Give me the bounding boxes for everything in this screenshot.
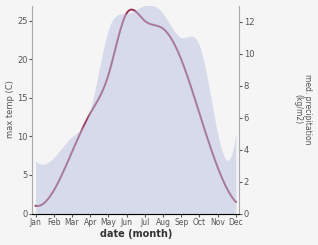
Y-axis label: max temp (C): max temp (C) <box>5 81 15 138</box>
X-axis label: date (month): date (month) <box>100 230 172 239</box>
Y-axis label: med. precipitation
(kg/m2): med. precipitation (kg/m2) <box>293 74 313 145</box>
